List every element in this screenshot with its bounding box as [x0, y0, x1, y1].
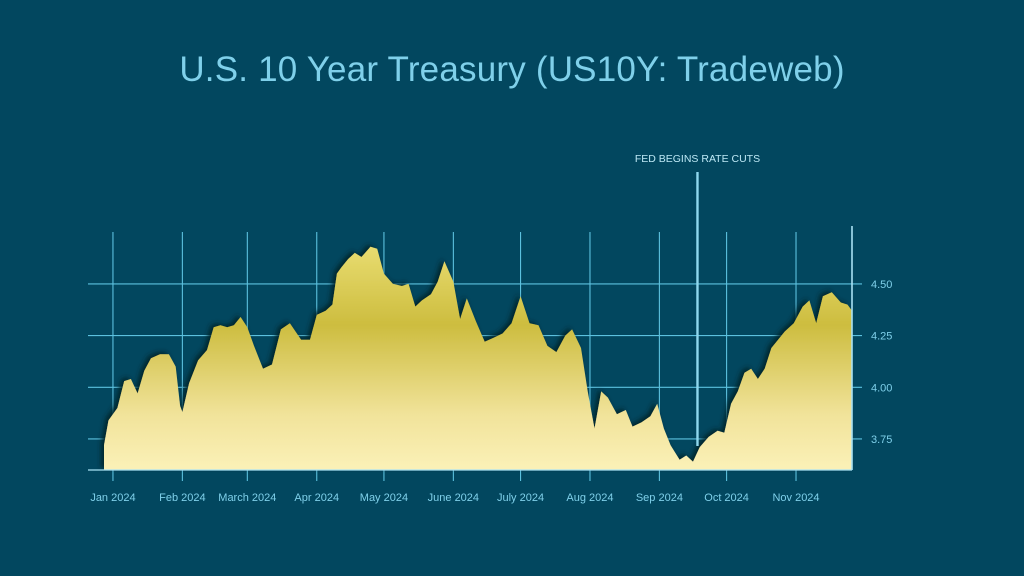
x-tick-label: Jan 2024 — [90, 492, 135, 504]
x-tick-label: Nov 2024 — [772, 492, 819, 504]
chart-title: U.S. 10 Year Treasury (US10Y: Tradeweb) — [179, 50, 845, 89]
y-tick-label: 4.00 — [871, 382, 892, 394]
annotations: FED BEGINS RATE CUTS — [635, 153, 760, 446]
y-tick-label: 4.25 — [871, 331, 892, 343]
plot-area — [104, 246, 852, 470]
x-tick-label: May 2024 — [360, 492, 408, 504]
x-tick-label: Feb 2024 — [159, 492, 205, 504]
y-tick-label: 3.75 — [871, 434, 892, 446]
x-tick-label: Sep 2024 — [636, 492, 683, 504]
y-tick-label: 4.50 — [871, 279, 892, 291]
x-tick-labels: Jan 2024 Feb 2024 March 2024 Apr 2024 May 20… — [90, 492, 819, 504]
x-tick-label: Aug 2024 — [566, 492, 613, 504]
y-tick-labels: 3.75 4.00 4.25 4.50 — [871, 279, 892, 446]
x-tick-label: March 2024 — [218, 492, 276, 504]
yield-area-series — [104, 246, 852, 470]
x-tick-label: June 2024 — [428, 492, 479, 504]
fed-rate-cut-label: FED BEGINS RATE CUTS — [635, 153, 760, 165]
x-tick-label: Apr 2024 — [294, 492, 339, 504]
axes — [88, 226, 853, 471]
x-tick-label: Oct 2024 — [704, 492, 749, 504]
x-tick-label: July 2024 — [497, 492, 544, 504]
